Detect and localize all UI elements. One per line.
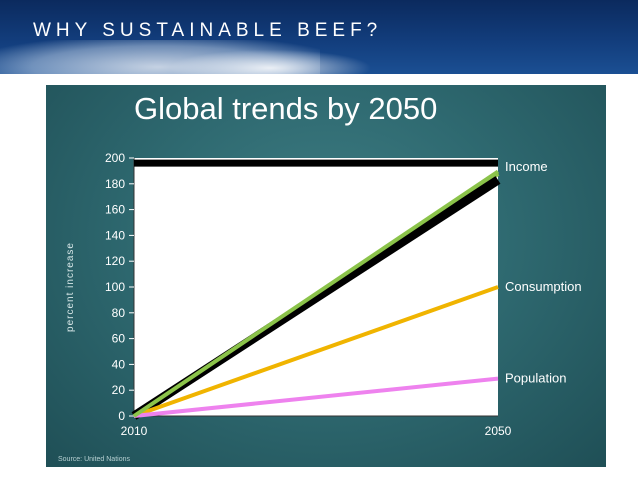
series-label: Consumption: [505, 279, 582, 294]
series-line: [133, 376, 499, 418]
series-label: Population: [505, 371, 566, 386]
header-banner: WHY SUSTAINABLE BEEF?: [0, 0, 638, 74]
y-tick-label: 140: [105, 228, 125, 242]
line-chart: 0 20 40 60 80 100 120 140 160 180 200 2010 2050 perce…: [65, 151, 582, 438]
y-tick-label: 160: [105, 203, 125, 217]
x-tick-label: 2050: [485, 424, 512, 438]
chart-panel: Global trends by 2050 0 20 40 60 80 100 120 140…: [46, 85, 606, 467]
y-tick-label: 200: [105, 151, 125, 165]
y-tick-label: 60: [112, 332, 126, 346]
series-line: [132, 169, 500, 418]
slide-title: WHY SUSTAINABLE BEEF?: [33, 20, 383, 41]
series-label: Income: [505, 159, 548, 174]
y-tick-label: 80: [112, 306, 126, 320]
series-line: [133, 285, 499, 418]
source-note: Source: United Nations: [58, 456, 130, 463]
y-tick-label: 100: [105, 280, 125, 294]
y-tick-label: 120: [105, 254, 125, 268]
x-tick-label: 2010: [121, 424, 148, 438]
y-tick-label: 180: [105, 177, 125, 191]
chart-title: Global trends by 2050: [134, 91, 438, 126]
cloud-decoration: [160, 48, 380, 74]
y-axis-label: percent increase: [65, 242, 76, 332]
y-tick-label: 0: [118, 409, 125, 423]
y-tick-label: 40: [112, 357, 126, 371]
y-tick-label: 20: [112, 383, 126, 397]
